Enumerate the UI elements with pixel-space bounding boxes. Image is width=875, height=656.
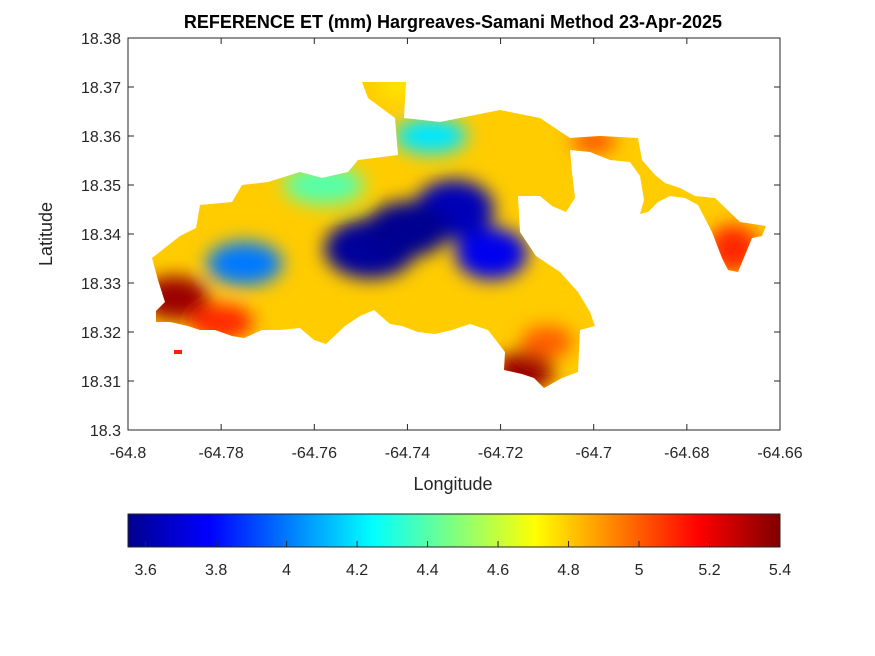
colorbar-tick-label: 5.2 — [698, 562, 720, 579]
y-ticks: 18.3 18.31 18.32 18.33 18.34 18.35 18.36 18.37 1… — [81, 31, 780, 440]
y-tick-label: 18.32 — [81, 325, 121, 342]
colorbar-tick-label: 3.8 — [205, 562, 227, 579]
islet — [174, 350, 182, 354]
y-tick-label: 18.38 — [81, 31, 121, 48]
colorbar-ticks: 3.6 3.8 4 4.2 4.4 4.6 4.8 5 5.2 5.4 — [134, 541, 791, 579]
field-sample — [283, 165, 364, 205]
y-tick-label: 18.3 — [90, 423, 121, 440]
colorbar-tick-label: 4.4 — [416, 562, 438, 579]
y-tick-label: 18.35 — [81, 178, 121, 195]
x-tick-label: -64.72 — [478, 445, 523, 462]
y-tick-label: 18.34 — [81, 227, 121, 244]
colorbar-tick-label: 3.6 — [134, 562, 156, 579]
x-tick-label: -64.76 — [292, 445, 337, 462]
x-tick-label: -64.74 — [385, 445, 430, 462]
y-tick-label: 18.36 — [81, 129, 121, 146]
x-axis-label: Longitude — [413, 474, 492, 494]
field-sample — [365, 201, 450, 258]
field-sample — [455, 227, 528, 280]
y-tick-label: 18.37 — [81, 80, 121, 97]
x-ticks: -64.8 -64.78 -64.76 -64.74 -64.72 -64.7 -64.68… — [110, 38, 803, 462]
field-sample — [206, 241, 283, 286]
colorbar-tick-label: 4 — [282, 562, 291, 579]
y-axis-label: Latitude — [36, 202, 56, 266]
field-sample — [521, 325, 574, 358]
x-tick-label: -64.7 — [575, 445, 612, 462]
chart-title: REFERENCE ET (mm) Hargreaves-Samani Meth… — [184, 12, 722, 32]
y-tick-label: 18.33 — [81, 276, 121, 293]
field-sample — [394, 118, 467, 154]
x-tick-label: -64.8 — [110, 445, 147, 462]
colorbar-tick-label: 4.2 — [346, 562, 368, 579]
colorbar-tick-label: 4.6 — [487, 562, 509, 579]
x-tick-label: -64.66 — [757, 445, 802, 462]
x-tick-label: -64.78 — [198, 445, 243, 462]
colorbar-tick-label: 4.8 — [557, 562, 579, 579]
y-tick-label: 18.31 — [81, 374, 121, 391]
x-tick-label: -64.68 — [664, 445, 709, 462]
colorbar — [127, 513, 781, 548]
colorbar-tick-label: 5 — [635, 562, 644, 579]
colorbar-tick-label: 5.4 — [769, 562, 791, 579]
